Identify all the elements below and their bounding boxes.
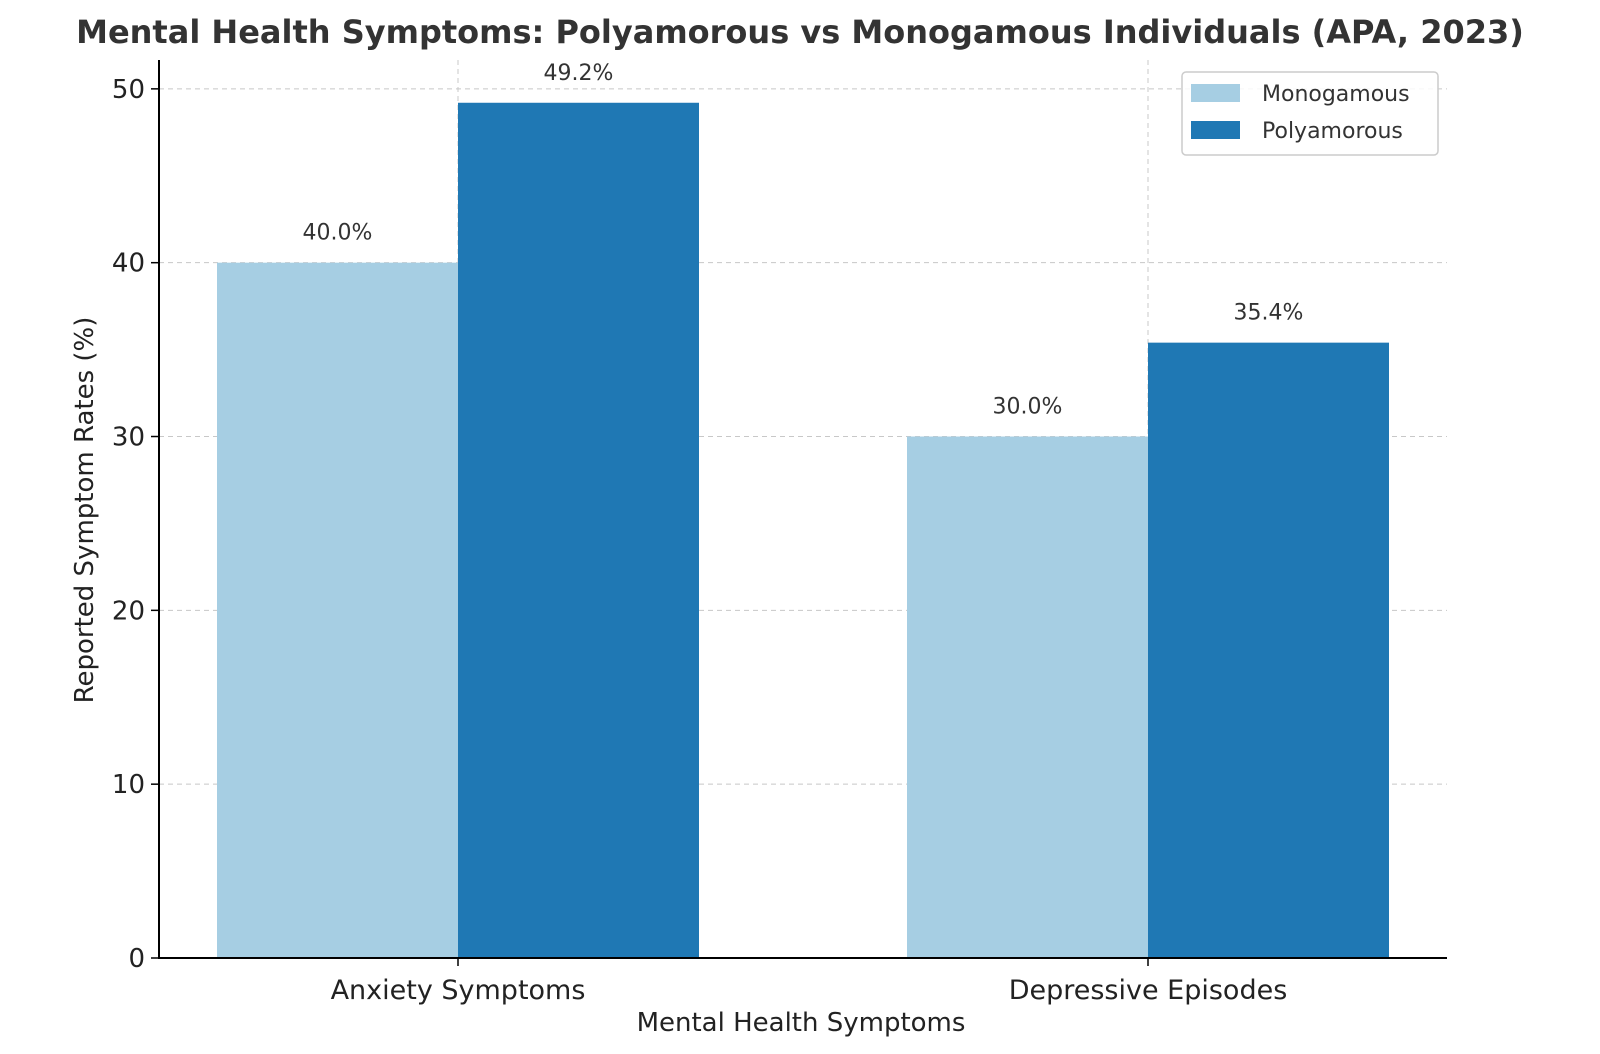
y-tick-label: 20 — [112, 596, 145, 626]
chart-title: Mental Health Symptoms: Polyamorous vs M… — [76, 13, 1524, 51]
bar-monogamous — [217, 262, 458, 959]
legend-label-polyamorous: Polyamorous — [1262, 119, 1403, 144]
bar-monogamous — [907, 436, 1148, 958]
data-label: 35.4% — [1234, 301, 1304, 326]
legend-swatch-polyamorous — [1191, 121, 1240, 139]
legend-box — [1181, 71, 1439, 156]
y-tick-label: 30 — [112, 423, 145, 453]
legend: Monogamous Polyamorous — [1181, 71, 1439, 156]
data-label: 40.0% — [303, 221, 373, 246]
y-tick-label: 50 — [112, 75, 145, 105]
y-axis-label: Reported Symptom Rates (%) — [70, 317, 100, 704]
data-label: 49.2% — [544, 61, 614, 86]
x-axis-label: Mental Health Symptoms — [637, 1008, 966, 1038]
bar-polyamorous — [1148, 342, 1389, 958]
data-label: 30.0% — [993, 395, 1063, 420]
legend-label-monogamous: Monogamous — [1262, 82, 1410, 107]
x-tick-label: Depressive Episodes — [1009, 975, 1288, 1006]
axes: 0 10 20 30 40 50 Anxiety Symptoms Depressive Ep… — [112, 60, 1447, 1006]
y-tick-label: 40 — [112, 249, 145, 279]
x-tick-label: Anxiety Symptoms — [331, 975, 586, 1006]
bar-polyamorous — [458, 102, 699, 958]
data-labels: 40.0% 30.0% 49.2% 35.4% — [303, 61, 1304, 420]
y-tick-label: 0 — [128, 944, 145, 974]
bars — [217, 102, 1389, 959]
y-tick-label: 10 — [112, 770, 145, 800]
legend-swatch-monogamous — [1191, 84, 1240, 102]
